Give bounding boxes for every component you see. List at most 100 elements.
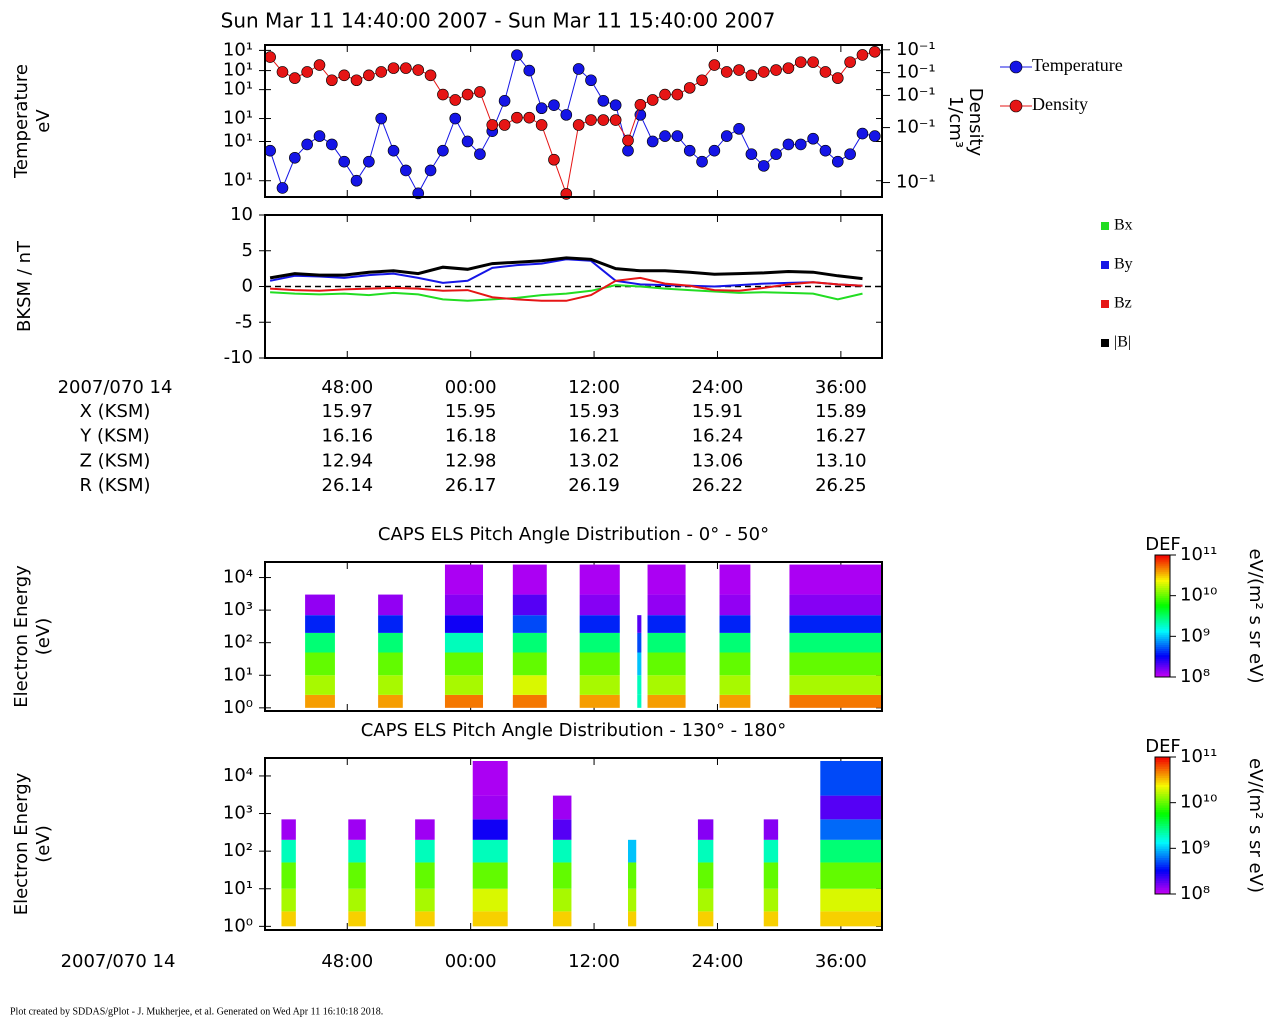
y-tick-label: 10⁰ <box>223 915 253 936</box>
colorbar-swatch <box>1155 646 1170 650</box>
colorbar-swatch <box>1155 784 1170 788</box>
colorbar-swatch <box>1155 648 1170 652</box>
heatmap-cell <box>415 862 435 889</box>
x-tick-label: 12:00 <box>568 951 620 972</box>
heatmap-cell <box>719 564 751 595</box>
colorbar-swatch <box>1155 793 1170 797</box>
heatmap-cell <box>719 694 751 708</box>
colorbar-swatch <box>1155 798 1170 801</box>
data-point <box>696 74 708 87</box>
x-tick-label: 24:00 <box>692 951 744 972</box>
heatmap-cell <box>472 819 508 840</box>
colorbar-swatch <box>1155 601 1170 605</box>
colorbar-swatch <box>1155 563 1170 566</box>
plot-frame <box>264 214 883 359</box>
colorbar-swatch <box>1155 668 1170 672</box>
y-axis-label: eV <box>33 109 54 133</box>
colorbar-swatch <box>1155 880 1170 884</box>
ephemeris-value: 15.93 <box>568 401 620 422</box>
colorbar-swatch <box>1155 652 1170 656</box>
heatmap-cell <box>719 594 751 616</box>
legend-label: Bx <box>1114 217 1133 234</box>
heatmap-cell <box>415 888 435 912</box>
heatmap-cell <box>719 675 751 695</box>
colorbar-swatch <box>1155 761 1170 765</box>
heatmap-cell <box>820 839 882 863</box>
heatmap-cell <box>305 632 335 653</box>
heatmap-cell <box>637 632 642 653</box>
ephemeris-value: 16.18 <box>445 426 497 447</box>
heatmap-cell <box>637 652 642 676</box>
colorbar-swatch <box>1155 670 1170 674</box>
data-point <box>437 144 449 157</box>
colorbar-tick-label: 10⁹ <box>1180 837 1210 858</box>
colorbar-swatch <box>1155 804 1170 808</box>
colorbar-swatch <box>1155 772 1170 776</box>
x-tick-label: 36:00 <box>815 377 867 398</box>
heatmap-cell <box>415 911 435 927</box>
colorbar-swatch <box>1155 597 1170 601</box>
colorbar-swatch <box>1155 630 1170 633</box>
heatmap-cell <box>472 839 508 863</box>
data-point <box>400 62 412 74</box>
heatmap-cell <box>637 615 642 633</box>
data-point <box>646 135 659 148</box>
colorbar-swatch <box>1155 585 1170 589</box>
colorbar-swatch <box>1155 866 1170 870</box>
colorbar-swatch <box>1155 846 1170 849</box>
data-point <box>486 119 499 131</box>
colorbar-swatch <box>1155 788 1170 792</box>
heatmap-cell <box>647 615 686 633</box>
ephemeris-value: 16.16 <box>322 426 374 447</box>
heatmap-cell <box>789 652 882 676</box>
ephemeris-row-label: Z (KSM) <box>80 450 151 471</box>
colorbar-swatch <box>1155 782 1170 785</box>
legend-marker <box>1009 60 1023 74</box>
data-point <box>597 95 610 107</box>
legend-swatch <box>1101 339 1109 347</box>
colorbar-title: DEF <box>1145 534 1181 555</box>
data-point <box>400 164 412 177</box>
y-tick-label: 10¹ <box>223 878 253 899</box>
colorbar-swatch <box>1155 864 1170 868</box>
colorbar-swatch <box>1155 823 1170 826</box>
heatmap-cell <box>444 675 484 695</box>
heatmap-cell <box>512 694 547 708</box>
data-point <box>807 56 819 68</box>
heatmap-cell <box>697 839 714 863</box>
colorbar-swatch <box>1155 791 1170 795</box>
plot-frame <box>264 44 883 198</box>
colorbar-tick-label: 10⁹ <box>1180 625 1210 646</box>
heatmap-cell <box>472 760 508 796</box>
ephemeris-value: 26.22 <box>692 475 744 496</box>
y-axis-label: (eV) <box>33 825 54 862</box>
heatmap-cell <box>378 675 403 695</box>
colorbar-swatch <box>1155 816 1170 820</box>
data-point <box>597 114 610 126</box>
ephemeris-value: 26.17 <box>445 475 497 496</box>
colorbar-swatch <box>1155 786 1170 790</box>
ephemeris-value: 13.06 <box>692 450 744 471</box>
data-point <box>696 155 708 168</box>
colorbar-swatch <box>1155 634 1170 637</box>
colorbar-swatch <box>1155 795 1170 799</box>
data-point <box>708 59 721 71</box>
y-tick-label: 0 <box>242 276 253 297</box>
data-point <box>819 66 832 78</box>
heatmap-cell <box>647 632 686 653</box>
colorbar-swatch <box>1155 825 1170 829</box>
heatmap-cell <box>552 862 572 889</box>
heatmap-cell <box>579 615 620 633</box>
colorbar-swatch <box>1155 666 1170 670</box>
heatmap-cell <box>820 862 882 889</box>
ephemeris-value: 16.24 <box>692 426 744 447</box>
data-point <box>437 88 449 101</box>
heatmap-cell <box>305 675 335 695</box>
ephemeris-value: 15.91 <box>692 401 744 422</box>
heatmap-cell <box>628 839 637 863</box>
heatmap-cell <box>697 911 714 927</box>
colorbar-swatch <box>1155 565 1170 568</box>
data-point <box>498 119 511 131</box>
heatmap-cell <box>763 911 779 927</box>
data-point <box>326 74 338 87</box>
